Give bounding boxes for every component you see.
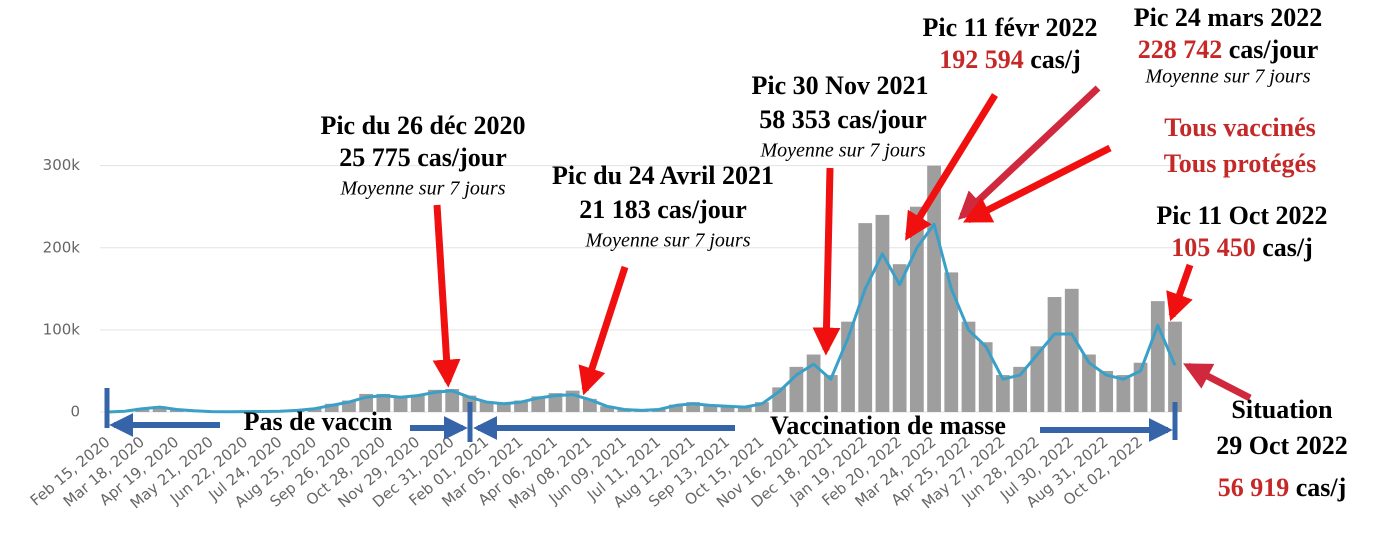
bar [944,272,959,412]
arrow [812,167,841,356]
bar [1013,366,1027,412]
y-tick-label: 300k [43,156,81,174]
bar [1099,370,1114,412]
bar [1116,375,1131,412]
annotation-unit: cas/j [1262,233,1313,262]
bar [428,389,442,412]
bar [600,406,614,412]
line [107,222,1177,414]
slogan: Tous protégés [1164,149,1316,178]
bar [978,342,993,412]
bar [445,389,460,412]
arrow [963,144,1112,224]
period-label: Vaccination de masse [770,411,1006,440]
period-label: Pas de vaccin [244,407,393,436]
bar [669,404,683,412]
y-tick-label: 100k [43,320,81,338]
bar [410,394,425,412]
arrow [1183,362,1252,402]
bar [703,404,718,412]
bar [720,406,735,412]
annotation-value: 58 353 cas/jour [759,105,927,134]
annotation-value: 56 919 [1218,473,1290,502]
bar [342,400,356,412]
annotation-note: Moyenne sur 7 jours [760,140,926,162]
bar [737,406,752,412]
bar [324,403,339,412]
annotation-note: Moyenne sur 7 jours [585,230,751,252]
annotation-title: Pic du 26 déc 2020 [320,111,525,140]
bar [961,321,976,412]
bar [1168,321,1182,412]
annotation-value-line: 228 742 cas/jour [1138,35,1319,64]
annotation-title: Pic 24 mars 2022 [1134,3,1322,32]
annotation-value: 192 594 [939,45,1024,74]
bar [1030,346,1045,412]
arrow [957,85,1101,220]
y-tick-label: 0 [70,403,80,421]
annotation-title: Pic 30 Nov 2021 [752,71,929,100]
arrow [432,204,461,388]
annotation-value-line: 56 919 cas/j [1218,473,1347,502]
annotation-title: Pic du 24 Avril 2021 [552,161,774,190]
bar [996,375,1010,412]
annotation-title: Pic 11 Oct 2022 [1156,201,1327,230]
annotation-layer: Pic du 26 déc 2020 25 775 cas/jour Moyen… [104,3,1348,502]
y-tick-label: 200k [43,238,81,256]
annotation-title: Pic 11 févr 2022 [923,13,1098,42]
annotation-note: Moyenne sur 7 jours [340,178,506,200]
arrow [1166,263,1194,322]
bar [376,393,391,412]
annotation-unit: cas/jour [1229,35,1319,64]
bar [514,400,528,412]
bar [755,402,769,412]
bar [1150,301,1165,412]
bar [548,393,563,412]
bar [686,402,701,412]
bar [1082,354,1096,412]
bar [1064,288,1079,412]
annotation-unit: cas/j [1030,45,1081,74]
bar [909,206,924,412]
annotation-date: 29 Oct 2022 [1216,431,1347,460]
bar [1133,362,1148,412]
bar [823,375,838,412]
annotation-title: Situation [1231,395,1333,424]
bar [152,406,167,412]
annotation-value-line: 192 594 cas/j [939,45,1081,74]
arrow [578,265,629,396]
annotation-value: 25 775 cas/jour [339,143,507,172]
annotation-value-line: 105 450 cas/j [1171,233,1313,262]
bar [875,214,890,412]
slogan: Tous vaccinés [1164,113,1315,142]
annotation-value: 105 450 [1171,233,1256,262]
bar [1047,297,1062,412]
annotation-unit: cas/j [1296,473,1347,502]
annotation-value: 228 742 [1138,35,1223,64]
arrow [905,93,998,241]
bar [393,397,408,412]
bar [496,402,511,412]
bar [892,264,907,412]
annotation-value: 21 183 cas/jour [579,195,747,224]
annotation-note: Moyenne sur 7 jours [1145,66,1311,88]
bar [858,223,873,412]
bar [479,401,494,412]
